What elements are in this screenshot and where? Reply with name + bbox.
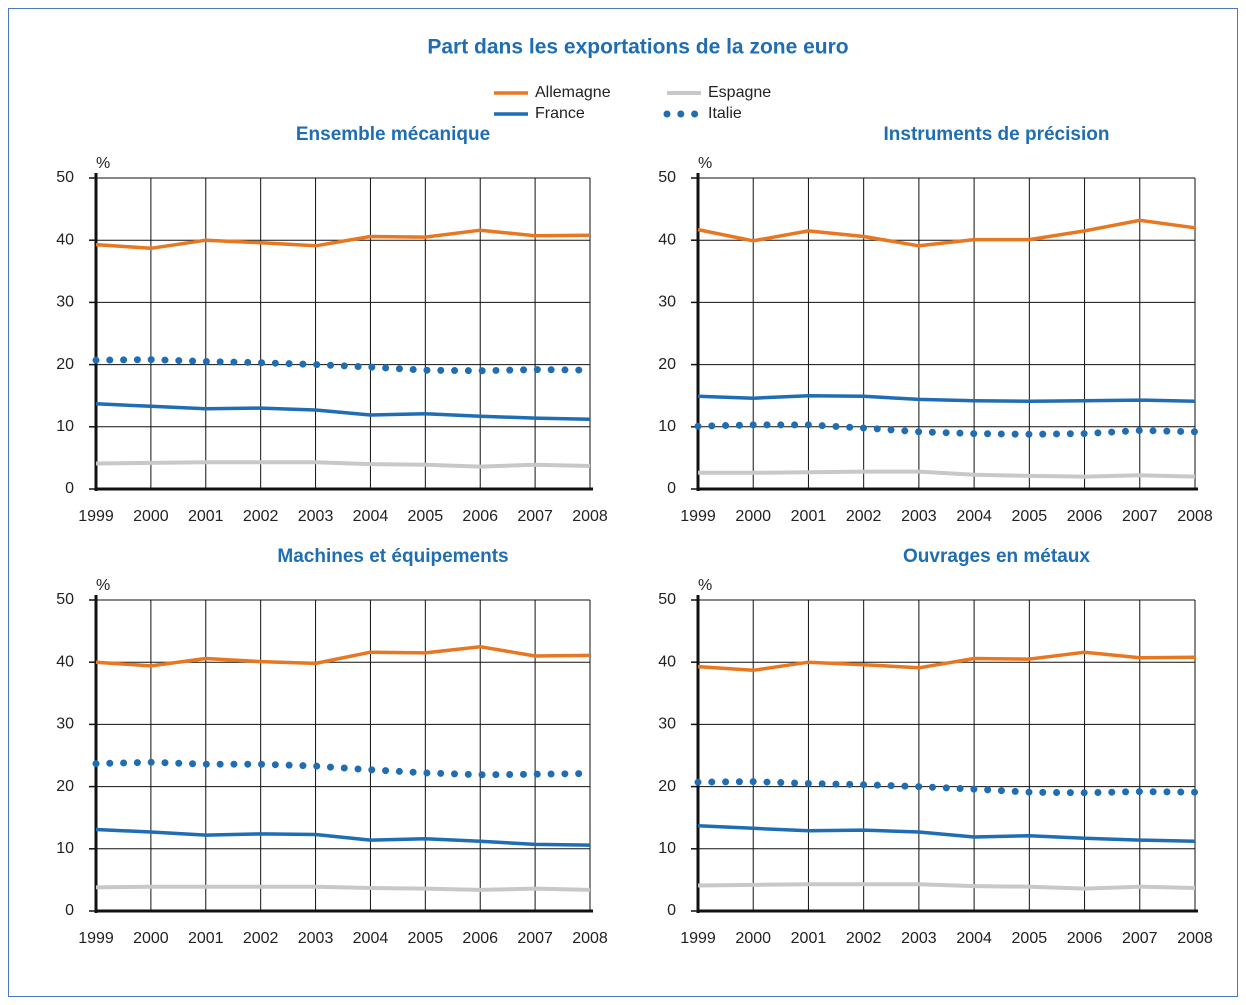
x-tick-label: 2006: [462, 508, 498, 525]
x-tick-label: 2003: [298, 508, 334, 525]
y-tick-label: 40: [56, 653, 74, 670]
y-tick-label: 20: [56, 356, 74, 373]
y-tick-label: 50: [56, 169, 74, 186]
series-line: [95, 827, 591, 847]
x-tick-label: 1999: [680, 930, 716, 947]
x-tick-label: 2007: [517, 930, 553, 947]
series-line: [92, 356, 594, 375]
chart-title: Instruments de précision: [884, 124, 1110, 145]
y-tick-label: 30: [658, 716, 676, 733]
x-tick-label: 2007: [1122, 508, 1158, 525]
series-line: [694, 421, 1199, 438]
y-tick-label: 10: [56, 418, 74, 435]
legend-label: Espagne: [708, 84, 771, 101]
x-tick-label: 1999: [78, 930, 114, 947]
legend-label: Italie: [708, 105, 742, 122]
x-tick-label: 2002: [243, 508, 279, 525]
x-tick-label: 2002: [243, 930, 279, 947]
x-tick-label: 2004: [353, 508, 389, 525]
frame: [8, 8, 1238, 997]
y-tick-label: 10: [658, 418, 676, 435]
series-line: [95, 460, 591, 469]
x-tick-label: 2001: [791, 930, 827, 947]
y-tick-label: 40: [658, 653, 676, 670]
y-tick-label: 50: [658, 591, 676, 608]
x-tick-label: 2005: [1012, 508, 1048, 525]
series-line: [95, 644, 591, 668]
x-tick-label: 2001: [188, 508, 224, 525]
series-line: [697, 650, 1196, 673]
y-axis-label: %: [96, 155, 110, 172]
x-tick-label: 2003: [901, 930, 937, 947]
y-tick-label: 50: [658, 169, 676, 186]
chart-title: Ensemble mécanique: [296, 124, 490, 145]
legend-label: France: [535, 105, 585, 122]
y-axis-label: %: [698, 155, 712, 172]
y-axis-label: %: [96, 577, 110, 594]
y-tick-label: 20: [56, 778, 74, 795]
x-tick-label: 2008: [572, 508, 608, 525]
x-tick-label: 2004: [956, 930, 992, 947]
x-tick-label: 2006: [1067, 930, 1103, 947]
x-tick-label: 2006: [1067, 508, 1103, 525]
chart-title: Machines et équipements: [277, 546, 508, 567]
y-tick-label: 30: [658, 294, 676, 311]
y-tick-label: 40: [56, 231, 74, 248]
series-line: [694, 778, 1199, 797]
x-tick-label: 2007: [1122, 930, 1158, 947]
x-tick-label: 2008: [1177, 930, 1213, 947]
x-tick-label: 2003: [298, 930, 334, 947]
x-tick-label: 2000: [735, 508, 771, 525]
x-tick-label: 2000: [133, 508, 169, 525]
y-tick-label: 40: [658, 231, 676, 248]
x-tick-label: 1999: [78, 508, 114, 525]
x-tick-label: 2000: [133, 930, 169, 947]
x-tick-label: 2008: [1177, 508, 1213, 525]
series-line: [697, 393, 1196, 404]
x-tick-label: 2004: [956, 508, 992, 525]
x-tick-label: 2001: [188, 930, 224, 947]
series-line: [697, 824, 1196, 844]
series-line: [95, 402, 591, 422]
chart-title: Ouvrages en métaux: [903, 546, 1090, 567]
y-tick-label: 0: [667, 480, 676, 497]
x-tick-label: 1999: [680, 508, 716, 525]
series-line: [697, 882, 1196, 891]
x-tick-label: 2002: [846, 930, 882, 947]
x-tick-label: 2002: [846, 508, 882, 525]
y-tick-label: 0: [65, 902, 74, 919]
y-tick-label: 10: [56, 840, 74, 857]
series-line: [92, 758, 594, 779]
x-tick-label: 2007: [517, 508, 553, 525]
x-tick-label: 2005: [408, 508, 444, 525]
x-tick-label: 2001: [791, 508, 827, 525]
x-tick-label: 2005: [1012, 930, 1048, 947]
y-tick-label: 10: [658, 840, 676, 857]
y-axis-label: %: [698, 577, 712, 594]
y-tick-label: 50: [56, 591, 74, 608]
legend-label: Allemagne: [535, 84, 611, 101]
y-tick-label: 20: [658, 778, 676, 795]
series-line: [697, 218, 1196, 248]
y-tick-label: 30: [56, 716, 74, 733]
x-tick-label: 2003: [901, 508, 937, 525]
y-tick-label: 0: [65, 480, 74, 497]
y-tick-label: 20: [658, 356, 676, 373]
x-tick-label: 2008: [572, 930, 608, 947]
series-line: [95, 228, 591, 251]
series-line: [698, 469, 1196, 479]
x-tick-label: 2005: [408, 930, 444, 947]
y-tick-label: 30: [56, 294, 74, 311]
series-line: [95, 884, 591, 892]
x-tick-label: 2006: [462, 930, 498, 947]
x-tick-label: 2000: [735, 930, 771, 947]
x-tick-label: 2004: [353, 930, 389, 947]
figure-title: Part dans les exportations de la zone eu…: [427, 36, 848, 59]
y-tick-label: 0: [667, 902, 676, 919]
